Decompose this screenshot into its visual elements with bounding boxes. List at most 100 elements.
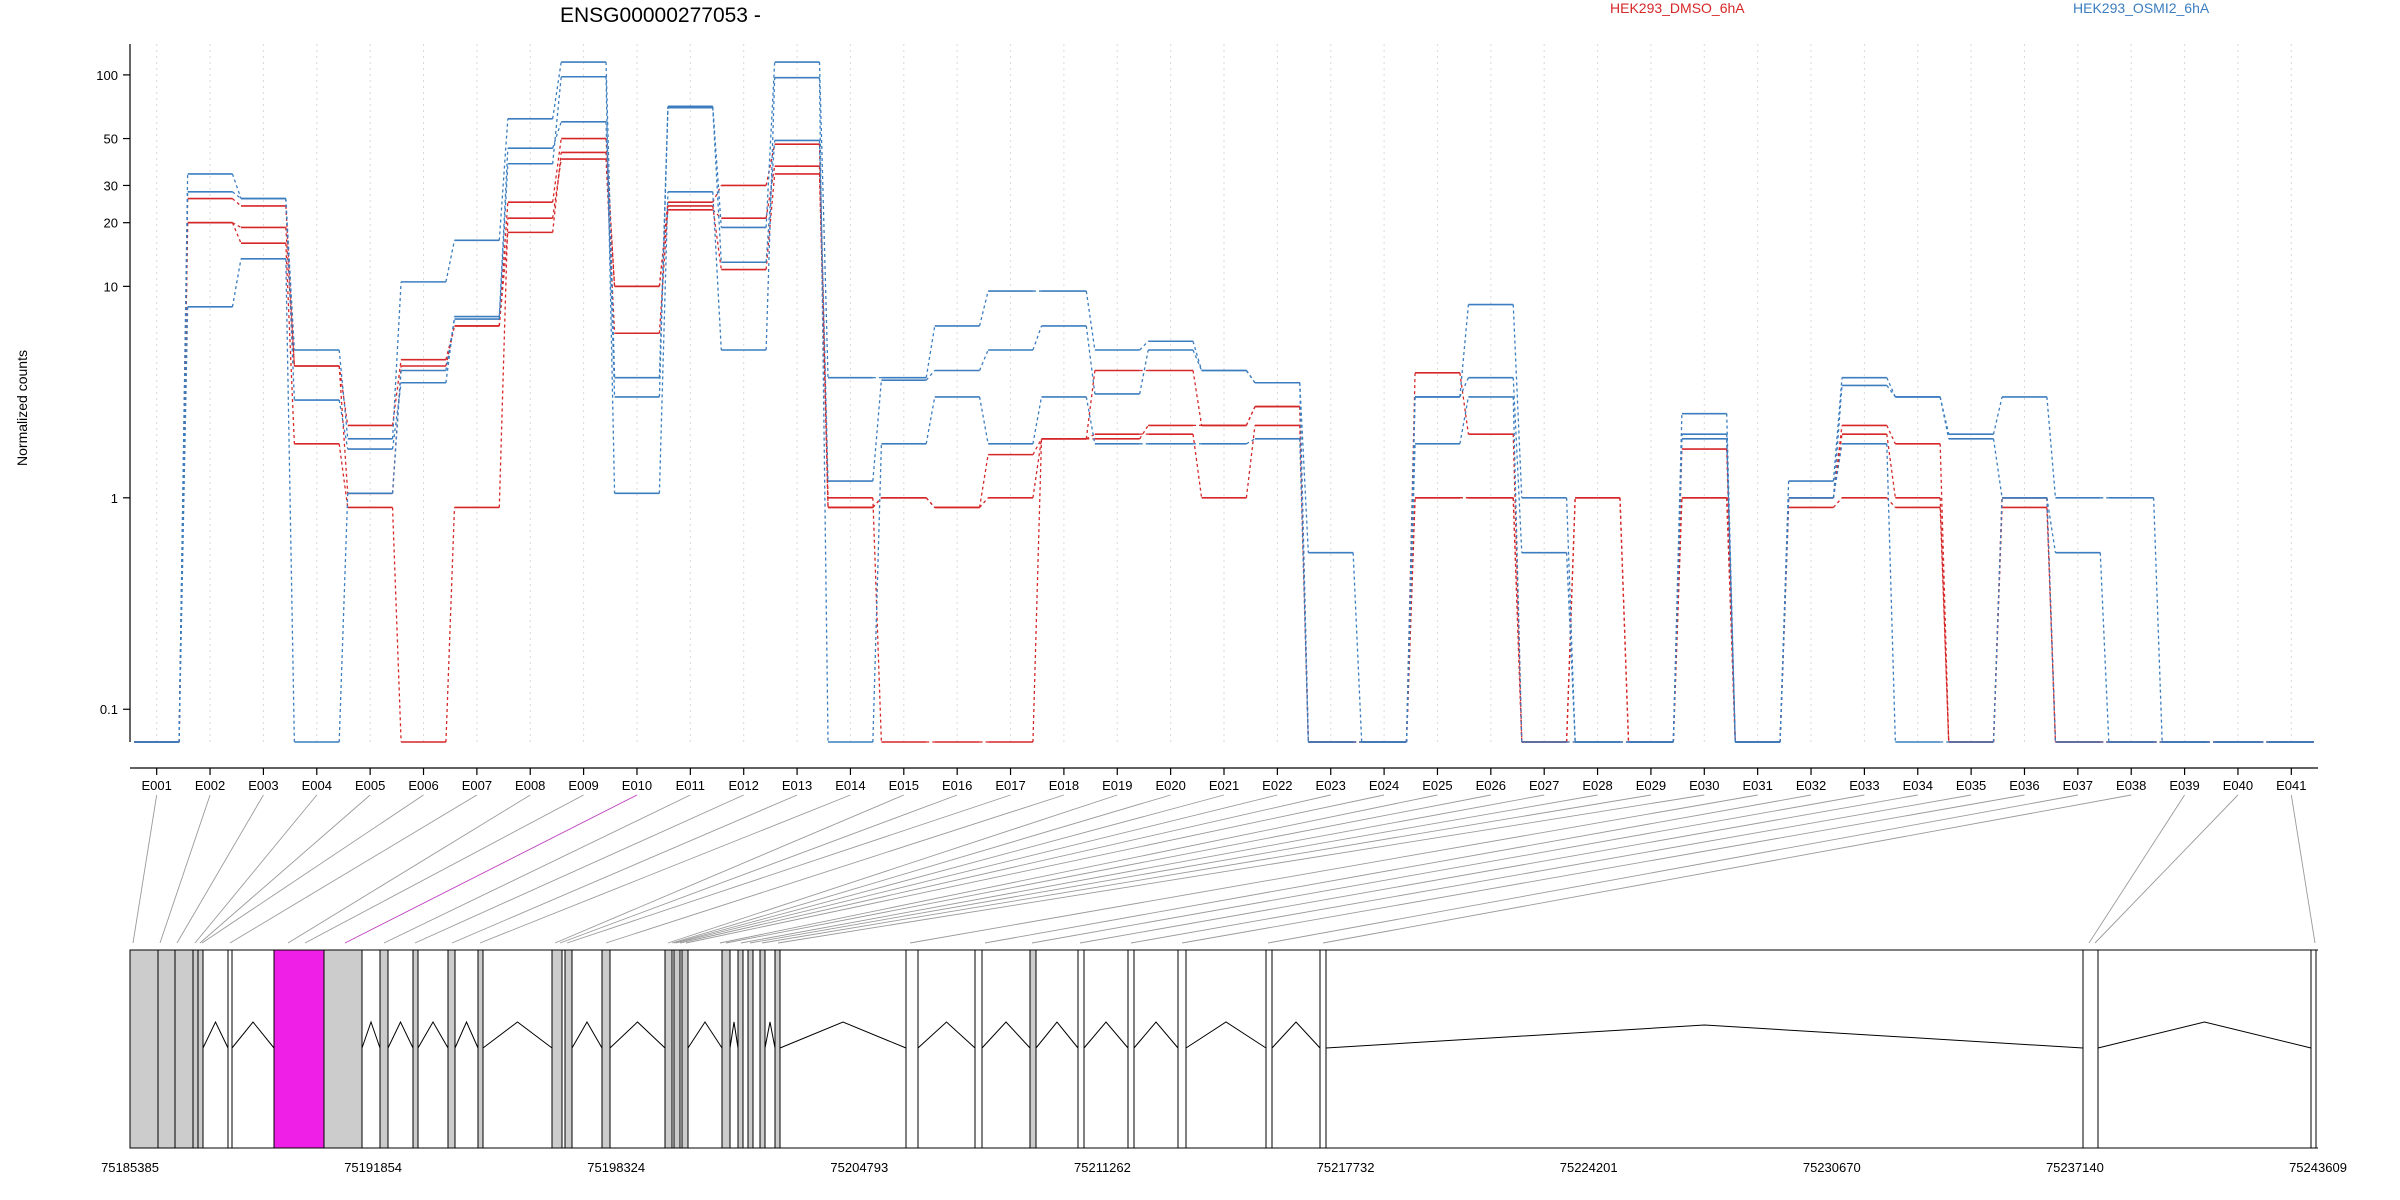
x-axis: E001 E002 E003 E004 E005 E006 E007 E008 E009 E010… [130, 767, 2318, 793]
exon-label: E012 [729, 778, 759, 793]
series-connector [338, 349, 349, 439]
series-connector [1565, 552, 1576, 743]
exon-block [681, 949, 689, 1149]
intron-line [1133, 1021, 1179, 1049]
y-tick-label: 0.1 [100, 702, 118, 717]
series-connector [2152, 497, 2163, 743]
exon-block [737, 949, 744, 1149]
intron-line [764, 1021, 776, 1049]
exon-connector [566, 794, 1011, 944]
series-connector [1405, 497, 1416, 743]
exon-label: E031 [1742, 778, 1772, 793]
y-axis-label: Normalized counts [14, 350, 30, 466]
genomic-coordinate-label: 75224201 [1560, 1160, 1618, 1175]
exon-block [1127, 949, 1135, 1149]
series-connector [1085, 396, 1096, 444]
exon-label: E032 [1796, 778, 1826, 793]
intron-line [1035, 1021, 1079, 1049]
series-connector [1192, 370, 1203, 426]
series-connector [1726, 497, 1736, 743]
exon-label: E028 [1582, 778, 1612, 793]
series-connector [1512, 304, 1523, 498]
legend-entry-osmi2: HEK293_OSMI2_6hA [2073, 0, 2210, 16]
y-tick-label: 20 [104, 216, 118, 231]
exon-label: E018 [1049, 778, 1079, 793]
intron-line [361, 1020, 381, 1049]
series-connector [712, 107, 722, 263]
series-connector [818, 77, 829, 743]
y-tick-label: 10 [104, 279, 118, 294]
exon-label: E003 [248, 778, 278, 793]
exon-block [1029, 949, 1037, 1149]
series-connector [498, 118, 509, 241]
exon-connector-lines [132, 794, 2316, 944]
series-connector [605, 62, 616, 378]
exon-label: E033 [1849, 778, 1879, 793]
series-connector [2046, 497, 2057, 743]
exon-connector [229, 794, 478, 944]
genomic-coordinate-label: 75191854 [344, 1160, 402, 1175]
series-connector [552, 76, 562, 164]
series-connector [872, 380, 883, 482]
exon-connector [984, 794, 1812, 944]
series-connector [1886, 434, 1896, 498]
exon-block [1265, 949, 1273, 1149]
exon-block [323, 949, 363, 1149]
exon-connector [2094, 794, 2239, 944]
exon-block [905, 949, 919, 1149]
exon-block [664, 949, 673, 1149]
vertical-gridlines [156, 44, 2292, 742]
y-tick-label: 1 [111, 491, 118, 506]
series-connector [178, 191, 189, 743]
genomic-coordinate-axis: 75185385 75191854 75198324 75204793 75211262… [101, 1160, 2347, 1175]
series-connector [1032, 438, 1043, 743]
y-tick-label: 30 [104, 178, 118, 193]
intron-line [202, 1020, 229, 1049]
exon-label: E019 [1102, 778, 1132, 793]
intron-line [779, 1021, 907, 1049]
exon-connector [1079, 794, 1918, 944]
series-connector [979, 497, 989, 508]
exon-label: E030 [1689, 778, 1719, 793]
series-connector [765, 62, 776, 228]
series-connector [1299, 382, 1309, 553]
exon-label: E021 [1209, 778, 1239, 793]
exon-label: E038 [2116, 778, 2146, 793]
exon-label: E006 [408, 778, 438, 793]
exon-connector [675, 794, 1278, 944]
gene-model [129, 949, 2318, 1149]
exon-connector [1267, 794, 2078, 944]
exon-connector [1181, 794, 2025, 944]
exon-connector [685, 794, 1385, 944]
exon-label: E014 [835, 778, 865, 793]
series-connector [445, 507, 456, 743]
genomic-coordinate-label: 75243609 [2289, 1160, 2347, 1175]
exon-label: E026 [1476, 778, 1506, 793]
genomic-coordinate-label: 75211262 [1074, 1160, 1131, 1175]
series-connector [818, 140, 829, 482]
exon-block [192, 949, 199, 1149]
series-connector [1832, 497, 1843, 508]
series-connector [445, 325, 456, 360]
exon-label: E025 [1422, 778, 1452, 793]
series-connector [658, 209, 669, 287]
series-connector [391, 382, 402, 450]
exon-label: E035 [1956, 778, 1986, 793]
exon-label: E004 [302, 778, 332, 793]
series-connector [1886, 443, 1896, 743]
exon-connector [2088, 794, 2185, 944]
genomic-coordinate-label: 75217732 [1317, 1160, 1375, 1175]
exon-label: E010 [622, 778, 652, 793]
series-connector [1832, 434, 1843, 498]
series-connector [338, 443, 349, 508]
exon-connector [194, 794, 318, 944]
exon-label: E029 [1636, 778, 1666, 793]
series-connector [1459, 396, 1470, 444]
series-connector [1992, 497, 2003, 743]
exon-label: E027 [1529, 778, 1559, 793]
genomic-coordinate-label: 75204793 [830, 1160, 888, 1175]
series-connector [1139, 349, 1149, 395]
series-2 [134, 158, 2314, 743]
series-connector [1512, 377, 1523, 553]
intron-line [729, 1021, 739, 1049]
